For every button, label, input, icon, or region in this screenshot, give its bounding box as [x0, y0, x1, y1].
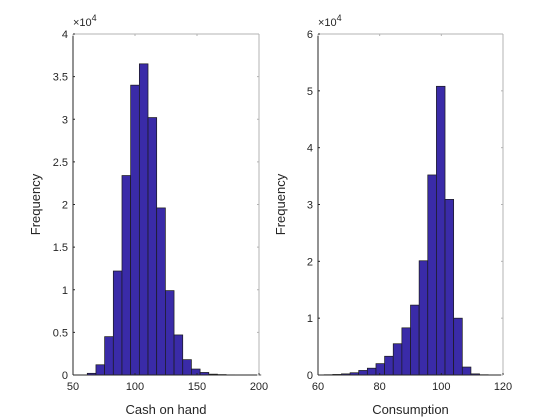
y-axis-label: Frequency: [273, 173, 288, 235]
y-exponent-label: ×104: [73, 13, 97, 29]
histogram-bar: [384, 355, 394, 376]
y-tick-label: 5: [307, 86, 313, 98]
y-tick-label: 1: [62, 285, 68, 297]
histogram-bar: [182, 359, 192, 376]
x-tick-label: 100: [126, 381, 144, 393]
y-tick-label: 3: [62, 114, 68, 126]
y-tick-label: 1.5: [53, 242, 68, 254]
x-tick-label: 120: [494, 381, 512, 393]
histogram-bar: [375, 363, 385, 376]
histogram-bar: [95, 364, 105, 376]
x-tick-label: 60: [312, 381, 324, 393]
histogram-bar: [418, 260, 429, 376]
y-tick-label: 0: [62, 370, 68, 382]
histogram-bar: [191, 368, 201, 376]
histogram-bar: [112, 270, 123, 376]
y-tick-label: 0: [307, 370, 313, 382]
y-tick-label: 1: [307, 313, 313, 325]
histogram-bar: [130, 84, 140, 376]
histogram-consumption: 60 80 100 1200123456×104ConsumptionFrequenc…: [273, 13, 512, 417]
x-tick-label: 150: [188, 381, 206, 393]
histogram-bar: [173, 334, 184, 376]
y-tick-label: 6: [307, 29, 313, 41]
x-tick-label: 50: [67, 381, 79, 393]
histogram-bar: [366, 367, 377, 376]
x-axis-label: Cash on hand: [126, 402, 207, 417]
histogram-bar: [104, 336, 114, 376]
y-tick-label: 0.5: [53, 327, 68, 339]
histogram-bar: [147, 117, 158, 376]
y-exponent-base: ×10: [73, 17, 92, 29]
histogram-bar: [427, 174, 437, 376]
y-tick-label: 4: [307, 143, 313, 155]
x-tick-label: 100: [432, 381, 450, 393]
histogram-bar: [138, 63, 149, 376]
y-tick-label: 3: [307, 200, 313, 212]
x-axis-label: Consumption: [372, 402, 449, 417]
y-exponent-power: 4: [337, 13, 342, 23]
y-axis-label: Frequency: [28, 173, 43, 235]
histogram-bar: [461, 366, 472, 376]
y-tick-label: 2: [307, 256, 313, 268]
y-exponent-base: ×10: [318, 17, 337, 29]
y-exponent-label: ×104: [318, 13, 342, 29]
histogram-bar: [436, 85, 446, 376]
histogram-bar: [165, 290, 175, 376]
x-tick-label: 200: [250, 381, 268, 393]
histogram-bar: [410, 304, 420, 376]
y-tick-label: 3.5: [53, 72, 68, 84]
histogram-bar: [453, 317, 463, 376]
y-tick-label: 2.5: [53, 157, 68, 169]
histogram-bar: [392, 343, 403, 376]
histogram-bar: [156, 207, 166, 376]
y-tick-label: 2: [62, 200, 68, 212]
histogram-bar: [401, 327, 411, 376]
y-exponent-power: 4: [92, 13, 97, 23]
x-tick-label: 80: [374, 381, 386, 393]
y-tick-label: 4: [62, 29, 68, 41]
histogram-bar: [358, 370, 368, 376]
histogram-bar: [444, 199, 455, 376]
histogram-bar: [121, 175, 132, 376]
